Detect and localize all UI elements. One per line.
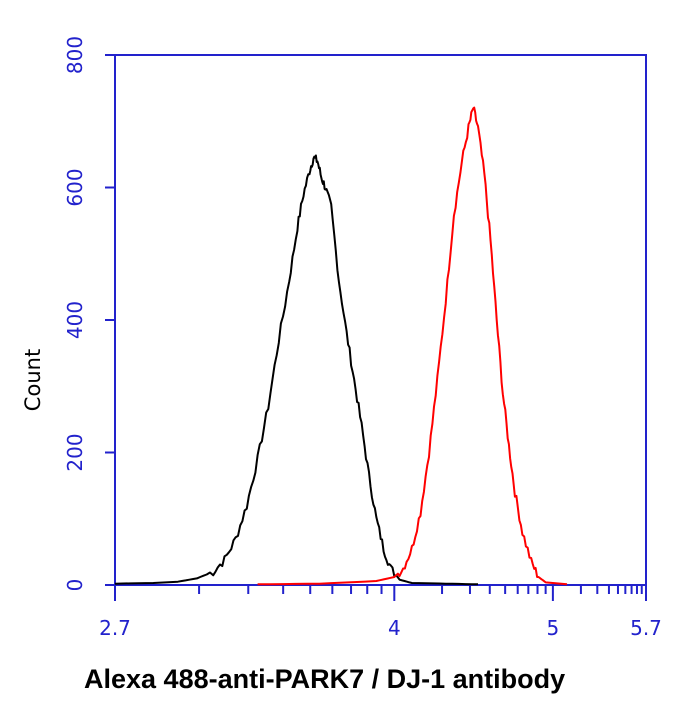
x-tick-label: 2.7 — [99, 616, 131, 640]
x-tick-label: 5 — [547, 616, 560, 640]
histogram-series — [114, 106, 568, 586]
y-tick-label: 600 — [63, 168, 87, 206]
plot-frame — [114, 54, 647, 586]
x-tick-label: 4 — [388, 616, 401, 640]
y-tick-label: 400 — [63, 301, 87, 339]
y-tick-label: 200 — [63, 433, 87, 471]
y-tick-label: 800 — [63, 36, 87, 74]
x-axis-title: Alexa 488-anti-PARK7 / DJ-1 antibody — [84, 664, 565, 694]
y-tick-label: 0 — [63, 579, 87, 592]
histogram-series-1 — [114, 154, 479, 586]
y-axis-ticks: 0 200 400 600 800 — [63, 36, 115, 591]
histogram-series-2 — [257, 106, 568, 586]
x-tick-label: 5.7 — [630, 616, 662, 640]
y-axis-title: Count — [21, 349, 45, 411]
x-axis-ticks: 2.7 4 5 5.7 — [99, 585, 662, 640]
